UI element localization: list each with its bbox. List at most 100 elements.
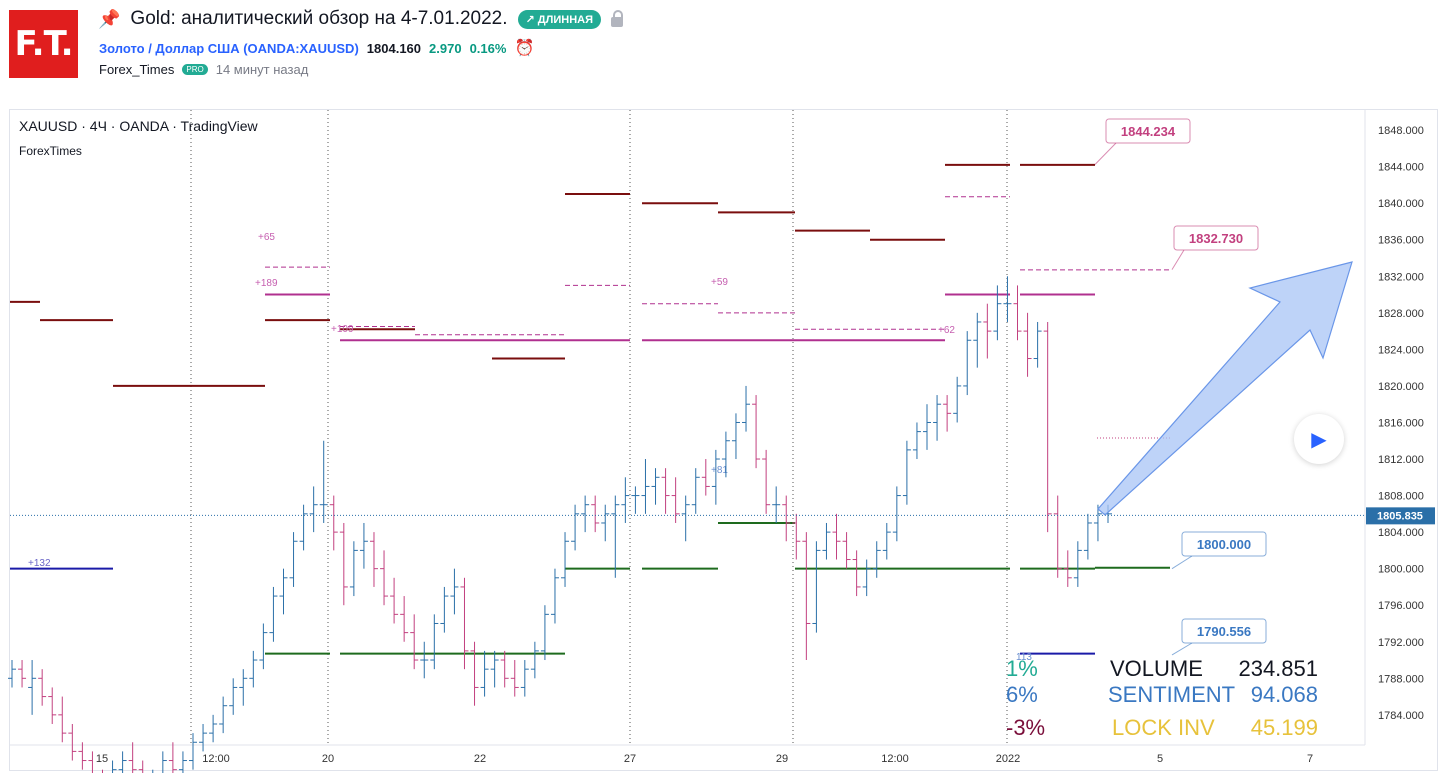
y-tick-label: 1848.000 [1378,125,1424,137]
ohlc-bar [199,723,208,752]
ohlc-bar [68,723,77,761]
callout-pointer [1094,142,1117,165]
ohlc-bar [88,751,93,773]
level-annotation: 113 [1016,652,1032,663]
ohlc-bar [299,504,308,551]
y-tick-label: 1828.000 [1378,308,1424,320]
ohlc-bar [1073,541,1082,587]
ohlc-bar [651,468,660,505]
ohlc-bar [520,660,529,697]
brand-logo: F.T. [9,10,78,78]
x-tick-label: 22 [474,753,486,765]
last-price-label: 1805.835 [1377,510,1423,522]
price-callout-label: 1844.234 [1121,124,1176,139]
ohlc-bar [450,568,459,615]
ohlc-bar [832,513,841,560]
ohlc-bar [621,477,630,523]
x-tick-label: 12:00 [881,753,909,765]
level-annotation: +109 [331,324,354,335]
x-tick-label: 27 [624,753,636,765]
price-callout-box [1181,531,1267,557]
forecast-arrow [1097,261,1353,516]
ohlc-bar [38,669,47,706]
ohlc-bar [1053,495,1062,578]
ohlc-bar [691,468,700,514]
ohlc-bar [510,660,519,697]
price-callout-box [1105,118,1191,144]
ohlc-bar [752,395,761,469]
ohlc-bar [581,495,590,533]
ohlc-bar [912,422,921,460]
symbol-row: Золото / Доллар США (OANDA:XAUUSD) 1804.… [99,38,534,58]
alarm-clock-icon[interactable]: ⏰ [514,40,535,57]
ohlc-bar [440,586,449,633]
indicator-label: ForexTimes [19,144,82,158]
x-tick-label: 12:00 [202,753,230,765]
level-annotation: +59 [711,277,728,288]
ohlc-bar [138,760,144,773]
ohlc-bar [812,541,821,633]
ohlc-bar [112,760,117,773]
stat-percent: -3% [1006,715,1045,740]
ohlc-bar [1003,276,1012,322]
stat-value: 234.851 [1238,656,1318,681]
ohlc-bar [1023,312,1032,377]
y-tick-label: 1816.000 [1378,417,1424,429]
ohlc-bar [460,577,469,670]
stat-value: 45.199 [1251,715,1318,740]
ohlc-bar [540,605,549,661]
y-tick-label: 1820.000 [1378,381,1424,393]
price-callout-box [1173,225,1259,251]
level-annotation: +81 [711,465,728,476]
ohlc-bar [641,459,650,514]
symbol-change: 2.970 [429,40,462,56]
ohlc-bar [571,504,580,551]
symbol-link[interactable]: Золото / Доллар США (OANDA:XAUUSD) [99,40,359,56]
lock-icon [611,10,624,27]
symbol-change-pct: 0.16% [469,40,507,56]
ohlc-bar [1093,504,1102,542]
stat-percent: 6% [1006,682,1038,707]
ohlc-bar [762,449,771,514]
ohlc-bar [490,650,499,688]
y-tick-label: 1796.000 [1378,600,1424,612]
ohlc-bar [1043,321,1052,533]
ohlc-bar [862,559,871,597]
ohlc-bar [701,459,710,496]
author-name[interactable]: Forex_Times [99,62,175,77]
ohlc-bar [339,522,348,606]
ohlc-bar [530,641,539,679]
ohlc-bar [802,532,811,661]
ohlc-bar [611,495,620,578]
stat-value: 94.068 [1251,682,1318,707]
ohlc-bar [78,742,87,770]
y-tick-label: 1808.000 [1378,491,1424,503]
ohlc-bar [178,751,187,773]
ohlc-bar [681,495,690,542]
y-tick-label: 1836.000 [1378,235,1424,247]
ohlc-bar [162,751,167,773]
y-tick-label: 1840.000 [1378,198,1424,210]
x-tick-label: 15 [96,753,108,765]
x-tick-label: 20 [322,753,334,765]
idea-title-row: 📌 Gold: аналитический обзор на 4-7.01.20… [98,8,624,30]
ohlc-bar [289,532,298,587]
stat-percent: 1% [1006,656,1038,681]
chart-frame[interactable] [9,109,1438,771]
ohlc-bar [400,596,409,642]
play-button[interactable]: ▶ [1294,414,1344,464]
long-badge: ↗ ДЛИННАЯ [517,9,602,29]
stat-name: LOCK INV [1112,715,1215,740]
ohlc-bar [188,733,197,770]
pin-icon[interactable]: 📌 [98,8,121,29]
price-callout-box [1181,618,1267,644]
ohlc-bar [8,660,16,688]
callout-pointer [1171,642,1193,656]
symbol-label: XAUUSD · 4Ч · OANDA · TradingView [19,118,258,134]
level-annotation: +62 [938,325,955,336]
ohlc-bar [369,532,378,587]
ohlc-bar [430,614,439,670]
last-price-tag [1366,507,1435,525]
ohlc-bar [58,696,67,743]
